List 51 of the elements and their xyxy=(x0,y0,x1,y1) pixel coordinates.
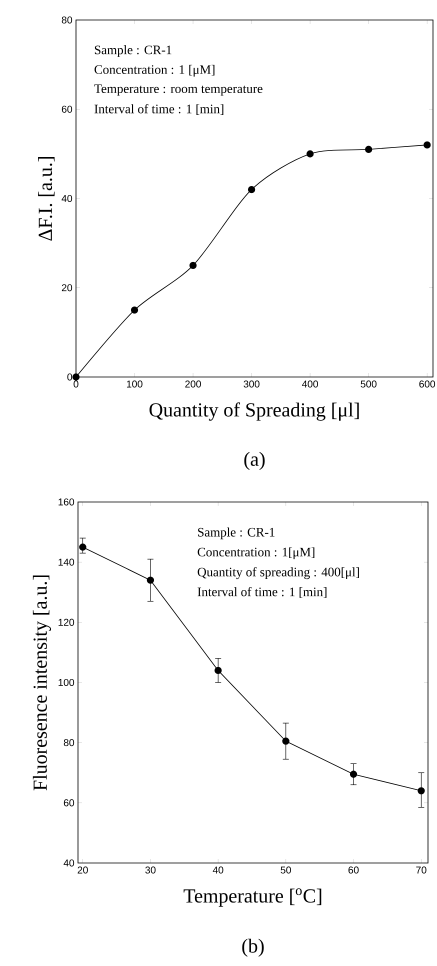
x-tick-label: 70 xyxy=(416,866,426,874)
x-tick-label: 400 xyxy=(302,380,318,388)
annotation: Sample : CR-1 xyxy=(198,527,274,540)
y-tick-label: 0 xyxy=(67,373,72,381)
point xyxy=(146,576,154,584)
annotation: Quantity of spreading : 400[μl] xyxy=(198,567,359,580)
x-tick-label: 100 xyxy=(126,380,142,388)
y-tick-label: 80 xyxy=(62,16,72,24)
point xyxy=(350,770,358,778)
point xyxy=(282,738,290,745)
x-tick-label: 20 xyxy=(78,866,88,874)
x-axis-title: Quantity of Spreading [μl] xyxy=(150,402,359,421)
point xyxy=(424,141,431,149)
y-tick-label: 60 xyxy=(64,799,74,806)
x-tick-label: 600 xyxy=(419,380,436,388)
point xyxy=(72,373,80,381)
annotation: Interval of time : 1 [min] xyxy=(198,587,326,598)
annotation: Sample : CR-1 xyxy=(94,45,172,57)
annotation: Concentration : 1[μM] xyxy=(198,547,314,560)
point xyxy=(248,186,256,194)
point xyxy=(418,787,425,794)
y-tick-label: 40 xyxy=(64,859,74,867)
point xyxy=(214,666,222,674)
annotation: Interval of time : 1 [min] xyxy=(94,104,224,115)
y-axis-title: ΔF.I. [a.u.] xyxy=(38,157,55,241)
y-tick-label: 160 xyxy=(58,498,74,506)
text: (b) xyxy=(242,938,264,957)
y-tick-label: 40 xyxy=(62,194,72,202)
x-tick-label: 200 xyxy=(185,380,201,388)
x-tick-label: 40 xyxy=(212,866,224,874)
x-axis-title: Temperature [$^{o}$C] xyxy=(184,888,322,907)
x-tick-label: 30 xyxy=(145,866,156,874)
annotation: Concentration : 1 [μM] xyxy=(94,64,214,77)
annotation: Temperature : room temperature xyxy=(94,84,262,96)
point xyxy=(306,150,314,158)
point xyxy=(365,146,372,154)
y-tick-label: 140 xyxy=(58,558,74,566)
text: (a) xyxy=(244,452,265,470)
y-axis-title: Fluoresence intensity [a.u.] xyxy=(32,575,52,790)
x-tick-label: 300 xyxy=(244,380,260,388)
y-tick-label: 20 xyxy=(62,284,72,292)
x-tick-label: 60 xyxy=(348,866,359,874)
point xyxy=(189,262,197,270)
x-tick-label: 50 xyxy=(280,866,291,874)
x-tick-label: 500 xyxy=(360,380,377,388)
point xyxy=(130,306,138,314)
y-tick-label: 120 xyxy=(58,618,74,626)
y-tick-label: 100 xyxy=(58,678,74,686)
y-tick-label: 60 xyxy=(62,106,72,113)
y-tick-label: 80 xyxy=(64,739,74,746)
point xyxy=(79,544,86,551)
